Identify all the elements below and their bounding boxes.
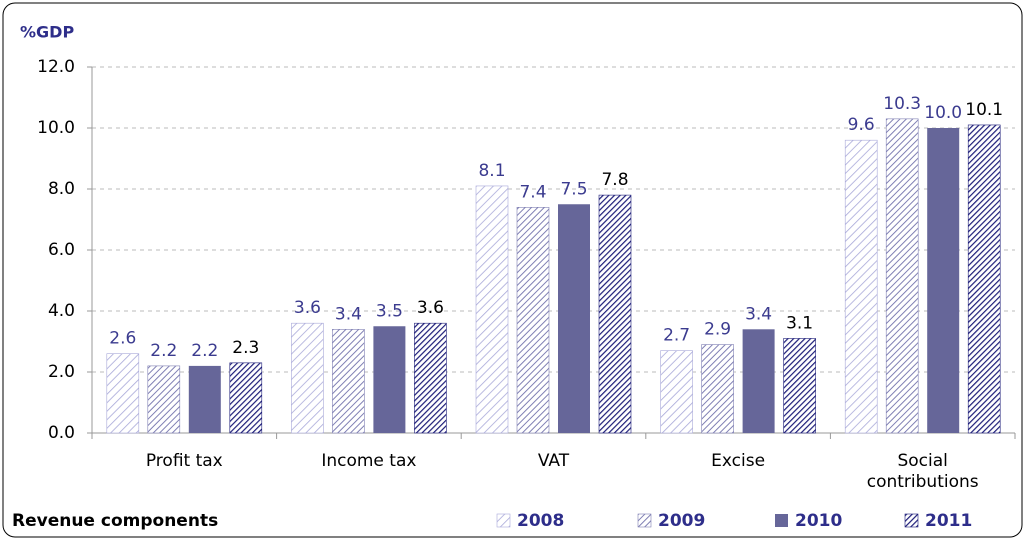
y-tick-label: 6.0 — [48, 240, 75, 260]
legend-swatch — [496, 513, 511, 528]
bar — [558, 204, 590, 433]
y-tick-label: 10.0 — [37, 118, 75, 138]
x-tick-label: VAT — [537, 451, 570, 471]
bar — [598, 194, 632, 434]
legend-label: 2011 — [925, 511, 972, 531]
y-tick-label: 12.0 — [37, 57, 75, 77]
y-axis-title: %GDP — [20, 23, 74, 42]
legend-label: 2010 — [795, 511, 842, 531]
bar — [332, 328, 365, 434]
data-label: 7.4 — [519, 182, 546, 202]
bar — [742, 329, 775, 433]
bar — [967, 124, 1001, 434]
bar — [475, 185, 509, 434]
data-label: 8.1 — [478, 161, 505, 181]
x-tick-label: Social contributions — [866, 451, 979, 492]
bar — [147, 365, 181, 434]
data-label: 7.8 — [601, 170, 628, 190]
x-axis-title: Revenue components — [12, 511, 218, 531]
bar — [291, 322, 324, 434]
bar — [927, 128, 960, 433]
bar — [885, 118, 919, 434]
data-label: 2.3 — [232, 338, 259, 358]
data-label: 2.6 — [109, 329, 136, 349]
bar — [106, 353, 140, 434]
bar — [844, 139, 878, 434]
data-label: 3.6 — [417, 298, 444, 318]
data-label: 3.4 — [745, 304, 772, 324]
bar — [229, 362, 263, 434]
bar — [660, 350, 693, 434]
data-label: 10.1 — [965, 100, 1003, 120]
data-label: 9.6 — [848, 115, 875, 135]
legend-label: 2009 — [658, 511, 705, 531]
x-tick-label: Income tax — [321, 451, 417, 471]
data-label: 3.1 — [786, 313, 813, 333]
legend-swatch — [904, 513, 919, 528]
legend-label: 2008 — [517, 511, 564, 531]
data-label: 7.5 — [560, 179, 587, 199]
data-label: 3.5 — [376, 301, 403, 321]
bar — [373, 326, 406, 433]
bar — [188, 365, 221, 433]
bar — [516, 207, 550, 434]
data-label: 3.6 — [294, 298, 321, 318]
y-tick-label: 4.0 — [48, 301, 75, 321]
bar — [783, 338, 816, 434]
y-tick-label: 8.0 — [48, 179, 75, 199]
data-label: 3.4 — [335, 304, 362, 324]
bar — [414, 322, 447, 434]
data-label: 2.9 — [704, 320, 731, 340]
y-tick-label: 2.0 — [48, 362, 75, 382]
legend-swatch — [775, 514, 788, 527]
legend-swatch — [637, 513, 652, 528]
x-tick-label: Profit tax — [145, 451, 223, 471]
y-tick-label: 0.0 — [48, 423, 75, 443]
data-label: 10.0 — [924, 103, 962, 123]
data-label: 2.2 — [191, 341, 218, 361]
data-label: 10.3 — [883, 94, 921, 114]
data-label: 2.2 — [150, 341, 177, 361]
data-label: 2.7 — [663, 326, 690, 346]
x-tick-label: Excise — [711, 451, 766, 471]
bar — [701, 344, 734, 434]
